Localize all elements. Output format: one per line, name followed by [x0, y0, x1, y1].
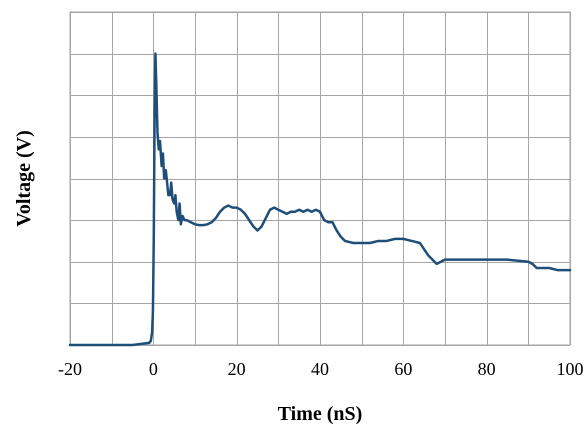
- x-tick-label: 100: [557, 359, 584, 379]
- x-tick-label: 20: [228, 359, 246, 379]
- x-axis-title: Time (nS): [278, 403, 363, 425]
- x-tick-label: 80: [478, 359, 496, 379]
- y-axis-title: Voltage (V): [13, 130, 35, 226]
- x-axis-tick-labels: -20 0 20 40 60 80 100: [58, 359, 584, 379]
- x-tick-label: 0: [149, 359, 158, 379]
- x-tick-label: 40: [311, 359, 329, 379]
- x-tick-label: 60: [394, 359, 412, 379]
- x-tick-label: -20: [58, 359, 82, 379]
- series-line: [68, 52, 572, 347]
- grid: [70, 12, 571, 346]
